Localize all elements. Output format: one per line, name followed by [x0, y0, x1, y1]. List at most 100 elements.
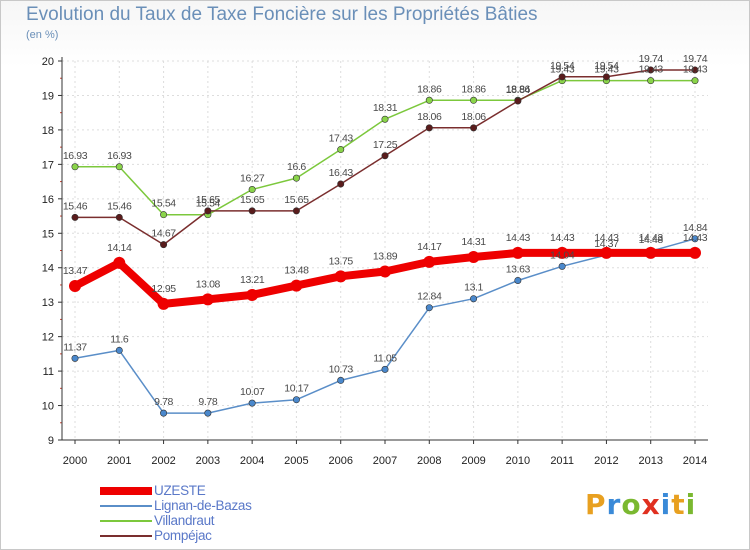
data-label-pomp-jac: 15.46 — [107, 200, 132, 212]
data-label-villandraut: 18.86 — [417, 83, 442, 95]
data-point-lignan-de-bazas — [248, 399, 256, 407]
data-point-lignan-de-bazas — [691, 235, 699, 243]
x-tick-label: 2009 — [461, 455, 485, 467]
data-point-uzeste — [423, 255, 436, 268]
data-point-pomp-jac — [204, 207, 212, 215]
data-label-villandraut: 19.43 — [550, 64, 575, 76]
data-point-villandraut — [248, 186, 256, 194]
data-label-villandraut: 16.27 — [240, 173, 265, 185]
data-label-villandraut: 16.93 — [63, 150, 88, 162]
x-tick-label: 2011 — [550, 455, 574, 467]
y-tick-label: 17 — [42, 159, 54, 171]
y-tick-label: 18 — [42, 125, 54, 137]
data-label-lignan-de-bazas: 14.37 — [594, 238, 619, 250]
data-point-lignan-de-bazas — [160, 409, 168, 417]
data-label-lignan-de-bazas: 10.17 — [284, 383, 309, 395]
data-point-uzeste — [334, 270, 347, 283]
y-tick-label: 16 — [42, 194, 54, 206]
data-label-lignan-de-bazas: 10.07 — [240, 386, 265, 398]
data-point-pomp-jac — [558, 73, 566, 81]
data-label-pomp-jac: 18.06 — [461, 111, 486, 123]
data-point-pomp-jac — [647, 66, 655, 74]
data-point-pomp-jac — [115, 213, 123, 221]
data-point-pomp-jac — [691, 66, 699, 74]
chart-unit: (en %) — [26, 29, 59, 41]
x-tick-label: 2013 — [638, 455, 662, 467]
data-label-uzeste: 13.89 — [373, 251, 398, 263]
data-point-villandraut — [292, 174, 300, 182]
x-tick-label: 2007 — [373, 455, 397, 467]
data-point-pomp-jac — [292, 207, 300, 215]
y-tick-label: 13 — [42, 297, 54, 309]
axes: 9 10 11 12 13 14 15 16 17 18 19 20 2000 2001 2002 2003 2… — [42, 56, 708, 467]
logo-letter: t — [671, 488, 686, 521]
data-point-uzeste — [467, 251, 480, 264]
data-label-lignan-de-bazas: 13.63 — [506, 263, 531, 275]
y-tick-label: 20 — [42, 56, 54, 68]
data-label-pomp-jac: 18.84 — [506, 84, 531, 96]
data-point-villandraut — [160, 211, 168, 219]
legend-label: Lignan-de-Bazas — [154, 498, 252, 513]
y-tick-label: 10 — [42, 401, 54, 413]
data-point-uzeste — [201, 293, 214, 306]
data-label-lignan-de-bazas: 14.84 — [683, 222, 708, 234]
data-label-villandraut: 15.54 — [151, 198, 176, 210]
y-tick-label: 11 — [43, 366, 54, 378]
data-label-uzeste: 12.95 — [151, 283, 176, 295]
data-label-pomp-jac: 14.67 — [151, 228, 176, 240]
data-label-lignan-de-bazas: 10.73 — [329, 363, 354, 375]
data-label-uzeste: 13.48 — [284, 265, 309, 277]
data-label-lignan-de-bazas: 14.04 — [550, 249, 575, 261]
data-point-pomp-jac — [602, 73, 610, 81]
data-labels: 16.93 16.93 15.54 15.54 16.27 16.6 17.43 18.31 1… — [63, 53, 708, 408]
data-point-lignan-de-bazas — [71, 354, 79, 362]
series-layer — [69, 66, 701, 417]
legend-label: Pompéjac — [154, 528, 212, 543]
chart-title: Evolution du Taux de Taxe Foncière sur l… — [26, 4, 538, 25]
x-tick-label: 2014 — [683, 455, 707, 467]
data-point-pomp-jac — [160, 241, 168, 249]
data-label-lignan-de-bazas: 13.1 — [464, 282, 483, 294]
data-point-pomp-jac — [248, 207, 256, 215]
data-point-villandraut — [470, 96, 478, 104]
data-point-villandraut — [115, 163, 123, 171]
logo-letter: o — [621, 488, 642, 521]
data-label-lignan-de-bazas: 9.78 — [198, 396, 217, 408]
data-label-uzeste: 13.08 — [196, 278, 221, 290]
data-point-lignan-de-bazas — [514, 276, 522, 284]
data-point-uzeste — [511, 246, 524, 259]
data-label-uzeste: 13.21 — [240, 274, 265, 286]
data-point-lignan-de-bazas — [292, 396, 300, 404]
data-point-pomp-jac — [71, 213, 79, 221]
data-label-pomp-jac: 15.46 — [63, 200, 88, 212]
y-tick-label: 14 — [42, 263, 54, 275]
data-label-pomp-jac: 19.54 — [594, 60, 619, 72]
data-label-uzeste: 14.43 — [639, 232, 664, 244]
data-label-pomp-jac: 18.06 — [417, 111, 442, 123]
data-label-pomp-jac: 16.43 — [329, 167, 354, 179]
data-point-uzeste — [69, 279, 81, 292]
data-label-uzeste: 14.14 — [107, 242, 132, 254]
legend-swatch — [100, 520, 152, 522]
data-point-villandraut — [691, 77, 699, 85]
legend-label: UZESTE — [154, 483, 206, 498]
line-chart: 9 10 11 12 13 14 15 16 17 18 19 20 2000 2001 2002 2003 2… — [42, 53, 708, 467]
data-point-villandraut — [425, 96, 433, 104]
data-point-villandraut — [647, 77, 655, 85]
data-label-pomp-jac: 19.74 — [683, 53, 708, 65]
data-point-villandraut — [381, 115, 389, 123]
data-label-pomp-jac: 19.74 — [639, 53, 664, 65]
y-tick-label: 15 — [42, 228, 54, 240]
data-label-uzeste: 14.43 — [594, 232, 619, 244]
data-label-pomp-jac: 19.54 — [550, 60, 575, 72]
data-point-lignan-de-bazas — [337, 376, 345, 384]
x-tick-label: 2005 — [284, 455, 308, 467]
y-tick-label: 12 — [42, 332, 54, 344]
data-point-pomp-jac — [470, 124, 478, 132]
logo-letter: i — [685, 488, 697, 521]
x-tick-label: 2000 — [63, 455, 87, 467]
data-point-lignan-de-bazas — [115, 346, 123, 354]
data-label-villandraut: 19.43 — [683, 64, 708, 76]
data-label-lignan-de-bazas: 11.37 — [63, 341, 87, 353]
data-label-lignan-de-bazas: 14.48 — [639, 234, 664, 246]
